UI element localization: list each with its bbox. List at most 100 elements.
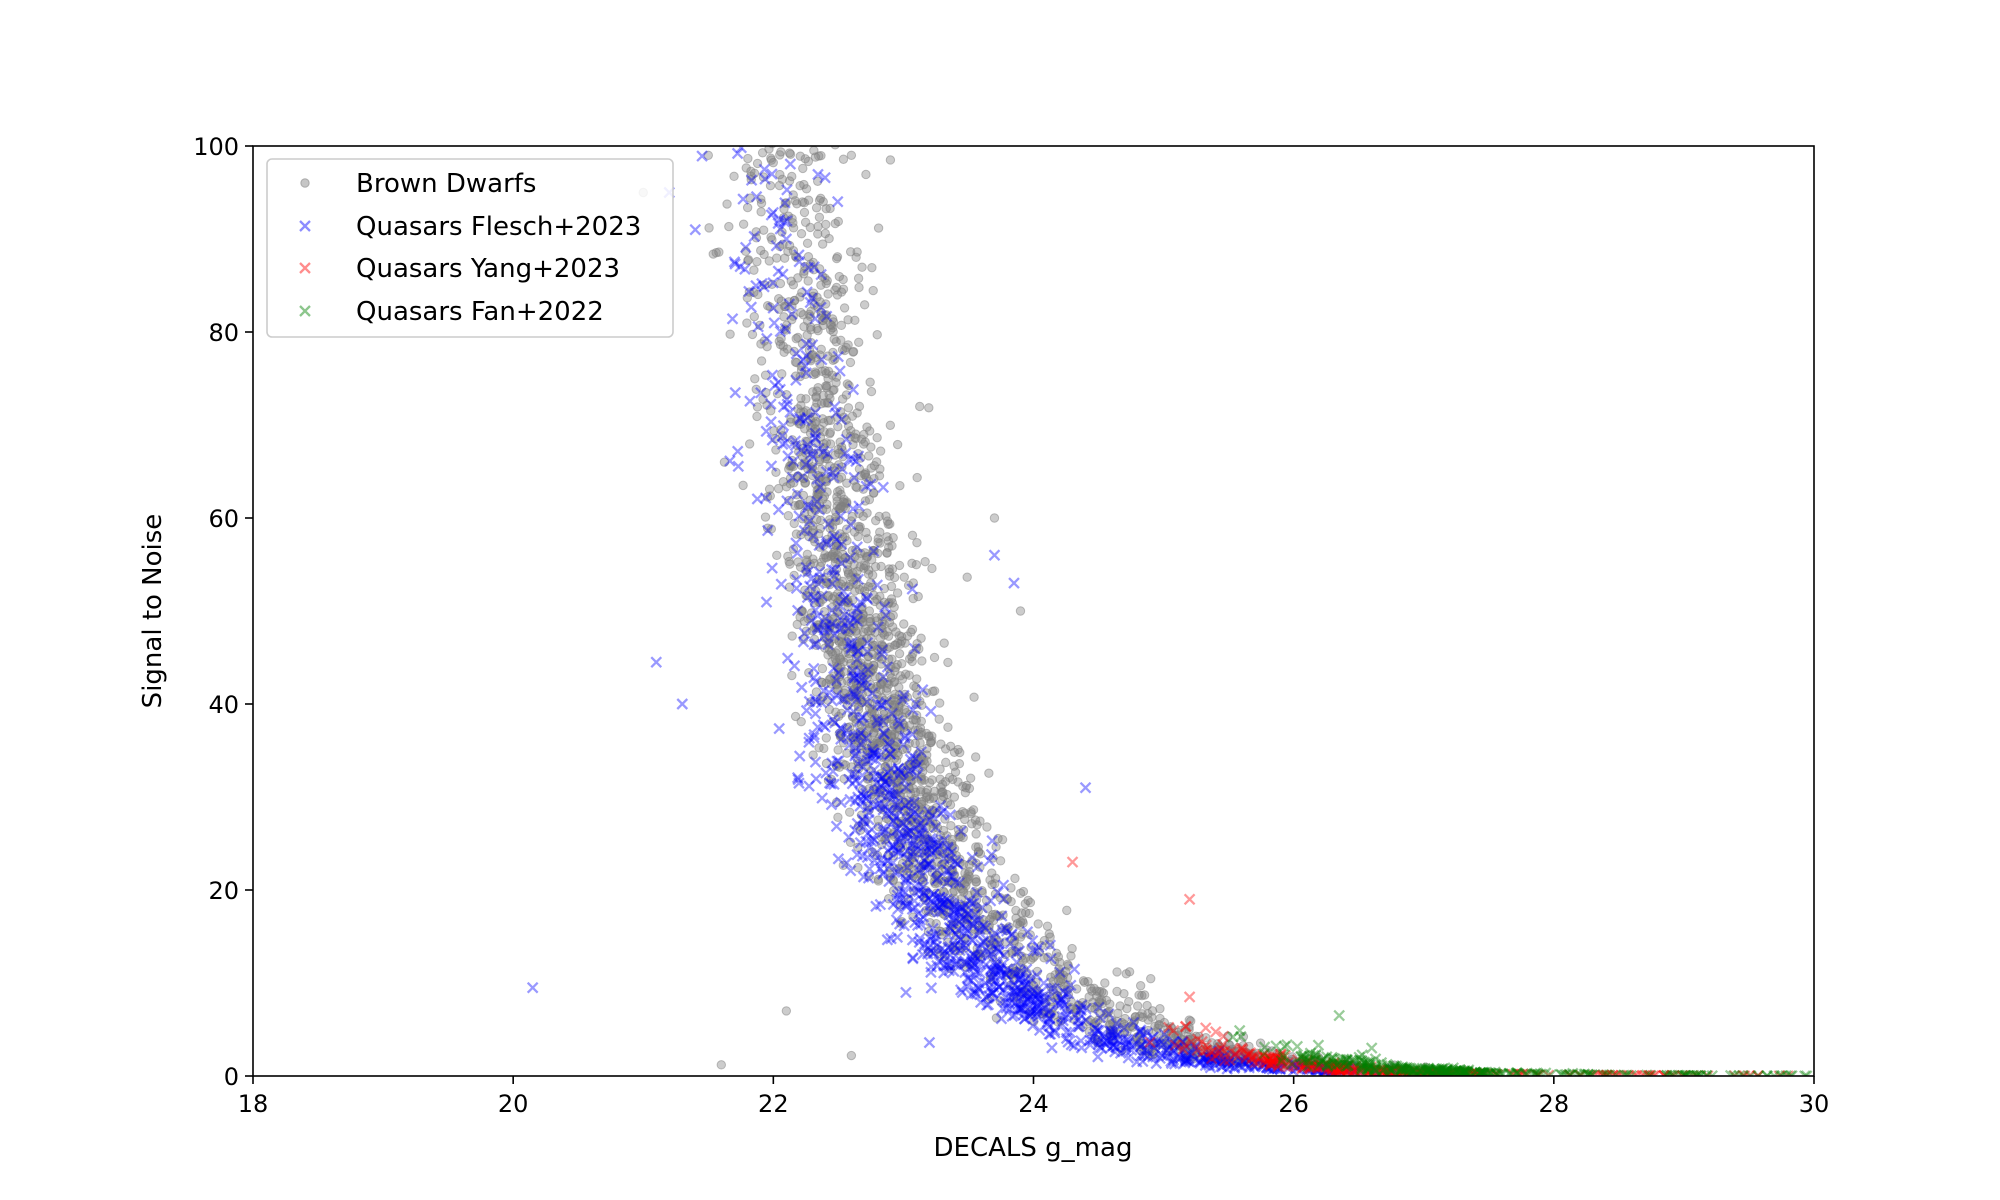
data-point [1063, 961, 1074, 971]
data-point [842, 748, 852, 758]
data-point [945, 964, 956, 974]
data-point [866, 463, 876, 473]
data-point [758, 225, 769, 235]
data-point [1136, 1046, 1147, 1056]
data-point [815, 561, 826, 572]
data-point [873, 537, 883, 547]
data-point [927, 563, 937, 574]
data-point [899, 619, 909, 629]
data-point [853, 273, 864, 284]
data-point [782, 344, 793, 354]
data-point [869, 794, 880, 804]
data-point [839, 303, 850, 313]
data-point [1025, 897, 1036, 908]
data-point [1025, 1007, 1035, 1017]
data-point [972, 820, 982, 830]
data-point [989, 513, 1000, 523]
data-point [829, 334, 839, 344]
data-point [1196, 1041, 1207, 1051]
data-point [778, 476, 789, 487]
data-point [743, 153, 753, 164]
data-point [1155, 1004, 1165, 1014]
data-point [801, 394, 811, 404]
data-point [742, 202, 753, 213]
data-point [725, 329, 735, 339]
y-tick-label: 60 [208, 505, 239, 533]
data-point [1134, 990, 1144, 1000]
data-point [903, 894, 914, 904]
data-point [1010, 873, 1020, 884]
data-point [882, 548, 892, 558]
data-point [852, 628, 862, 638]
data-point [971, 895, 982, 905]
data-point [895, 639, 906, 649]
data-point [830, 450, 840, 460]
data-point [813, 325, 823, 336]
data-point [742, 293, 752, 303]
data-point [831, 282, 842, 293]
data-point [971, 876, 982, 887]
data-point [785, 559, 795, 569]
data-point [924, 403, 934, 413]
y-tick-label: 80 [208, 319, 239, 347]
data-point [741, 163, 751, 173]
data-point [897, 917, 907, 927]
data-point [907, 656, 917, 667]
data-point [934, 698, 945, 708]
data-point [958, 887, 969, 897]
data-point [949, 843, 960, 854]
data-point [765, 302, 775, 312]
data-point [892, 588, 903, 598]
data-point [813, 221, 823, 232]
data-point [776, 147, 786, 157]
data-point [982, 822, 992, 832]
data-point [831, 253, 842, 264]
data-point [789, 518, 799, 529]
data-point [885, 420, 896, 430]
data-point [1112, 967, 1122, 977]
x-tick-label: 30 [1799, 1090, 1830, 1118]
data-point [793, 332, 803, 343]
data-point [861, 561, 871, 571]
x-tick-label: 18 [238, 1090, 269, 1118]
data-point [978, 914, 988, 925]
data-point [796, 419, 806, 429]
data-point [987, 952, 998, 962]
data-point [857, 784, 868, 795]
data-point [853, 531, 863, 542]
data-point [1044, 929, 1054, 939]
data-point [843, 653, 854, 664]
data-point [803, 276, 813, 286]
data-point [892, 439, 903, 450]
data-point [749, 311, 759, 322]
data-point [799, 321, 809, 332]
data-point [859, 300, 870, 310]
data-point [1033, 919, 1043, 929]
data-point [738, 480, 748, 491]
data-point [1040, 997, 1050, 1008]
legend-label-quasars-flesch: Quasars Flesch+2023 [356, 212, 641, 242]
data-point [804, 667, 814, 678]
data-point [874, 471, 885, 481]
data-point [811, 352, 821, 363]
y-tick-label: 40 [208, 691, 239, 719]
data-point [1432, 1067, 1442, 1076]
data-point [1063, 980, 1074, 990]
data-point [900, 669, 911, 679]
data-point [949, 761, 959, 771]
data-point [919, 830, 930, 840]
data-point [986, 971, 996, 982]
data-point [985, 875, 995, 885]
data-point [915, 723, 926, 733]
legend-label-quasars-yang: Quasars Yang+2023 [356, 254, 620, 284]
data-point [868, 285, 878, 296]
data-point [820, 366, 830, 376]
data-point [779, 312, 789, 322]
x-tick-label: 24 [1018, 1090, 1049, 1118]
data-point [876, 803, 886, 813]
data-point [788, 190, 798, 200]
data-point [873, 821, 884, 832]
data-point [849, 748, 859, 759]
data-point [984, 768, 994, 778]
data-point [854, 337, 864, 347]
